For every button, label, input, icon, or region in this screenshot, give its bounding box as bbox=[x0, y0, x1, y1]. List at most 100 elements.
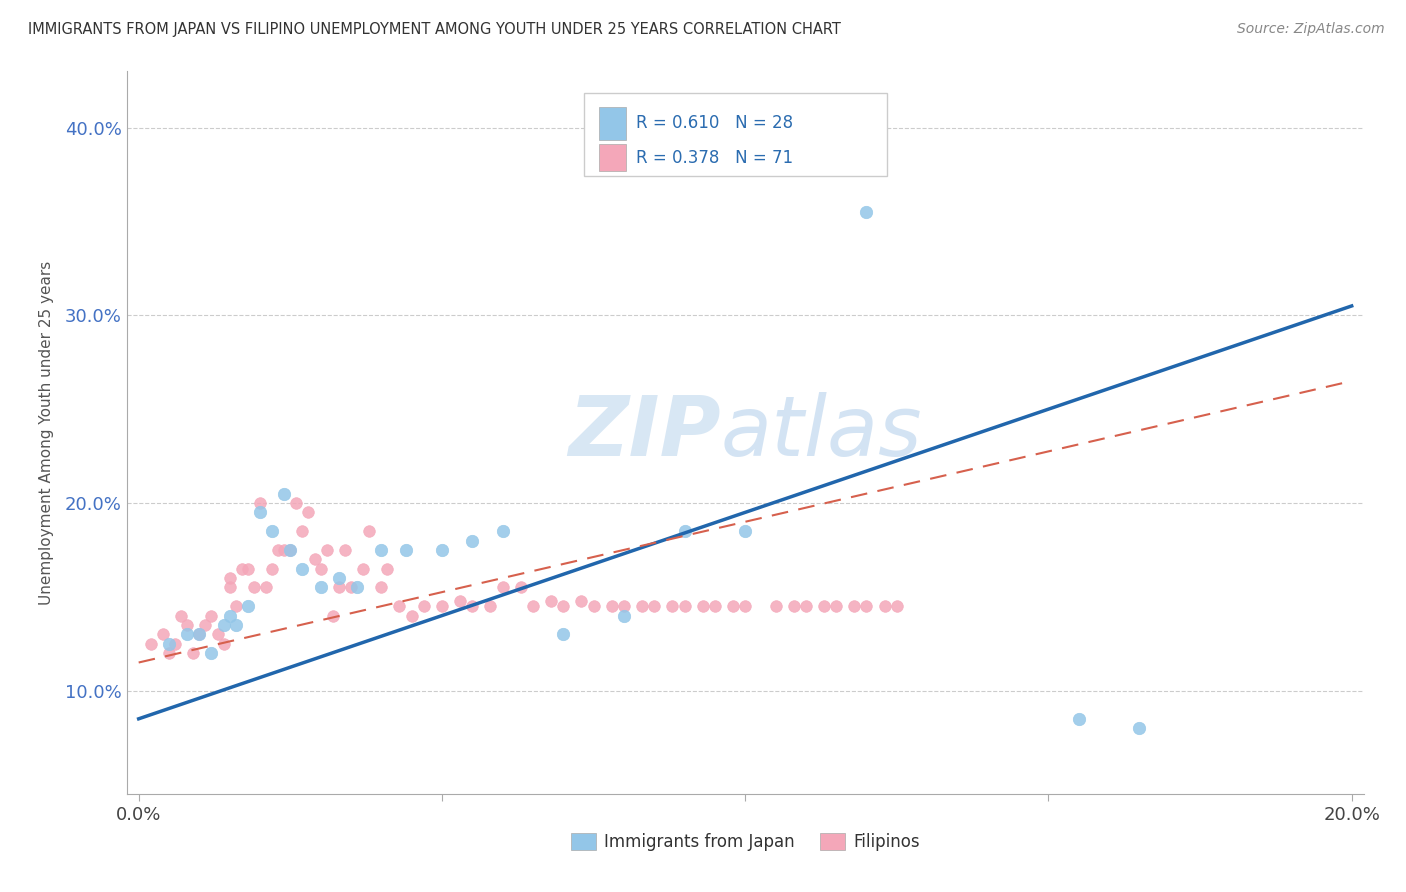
Point bbox=[643, 599, 665, 614]
Point bbox=[188, 627, 211, 641]
Point bbox=[886, 599, 908, 614]
Point bbox=[278, 542, 301, 557]
Point bbox=[333, 542, 356, 557]
Point bbox=[765, 599, 787, 614]
Point bbox=[236, 599, 259, 614]
Point bbox=[673, 599, 696, 614]
Point bbox=[273, 486, 295, 500]
Point bbox=[176, 627, 198, 641]
Point bbox=[200, 646, 222, 660]
Point bbox=[236, 562, 259, 576]
Point bbox=[734, 599, 756, 614]
Point bbox=[613, 608, 636, 623]
Point bbox=[291, 562, 314, 576]
Point bbox=[491, 581, 513, 595]
Point bbox=[844, 599, 866, 614]
Point bbox=[218, 571, 240, 585]
Point bbox=[783, 599, 806, 614]
Point bbox=[553, 627, 575, 641]
Point bbox=[522, 599, 544, 614]
Text: R = 0.378   N = 71: R = 0.378 N = 71 bbox=[637, 149, 793, 167]
Point bbox=[262, 562, 284, 576]
Point bbox=[734, 524, 756, 538]
Point bbox=[218, 608, 240, 623]
Point bbox=[170, 608, 193, 623]
Text: Source: ZipAtlas.com: Source: ZipAtlas.com bbox=[1237, 22, 1385, 37]
Point bbox=[359, 524, 381, 538]
Text: atlas: atlas bbox=[720, 392, 922, 473]
Point bbox=[139, 637, 162, 651]
Point bbox=[315, 542, 337, 557]
Point bbox=[540, 593, 562, 607]
Point bbox=[267, 542, 290, 557]
Point bbox=[430, 542, 453, 557]
Point bbox=[207, 627, 229, 641]
Point bbox=[461, 599, 484, 614]
Text: R = 0.610   N = 28: R = 0.610 N = 28 bbox=[637, 114, 793, 132]
Legend: Immigrants from Japan, Filipinos: Immigrants from Japan, Filipinos bbox=[564, 826, 927, 858]
Point bbox=[218, 581, 240, 595]
Point bbox=[412, 599, 434, 614]
Point bbox=[449, 593, 471, 607]
Point bbox=[309, 581, 332, 595]
Point bbox=[188, 627, 211, 641]
Point bbox=[278, 542, 301, 557]
FancyBboxPatch shape bbox=[599, 144, 627, 171]
Point bbox=[631, 599, 654, 614]
Point bbox=[1128, 721, 1150, 735]
Point bbox=[273, 542, 295, 557]
Point bbox=[328, 571, 350, 585]
Point bbox=[855, 205, 877, 219]
Point bbox=[873, 599, 896, 614]
Point bbox=[254, 581, 277, 595]
Point bbox=[401, 608, 423, 623]
Point bbox=[243, 581, 266, 595]
Point bbox=[157, 637, 180, 651]
Point bbox=[328, 581, 350, 595]
Point bbox=[370, 542, 392, 557]
Point bbox=[673, 524, 696, 538]
Point bbox=[794, 599, 817, 614]
Point bbox=[212, 618, 235, 632]
Text: ZIP: ZIP bbox=[568, 392, 720, 473]
Point bbox=[225, 599, 247, 614]
Y-axis label: Unemployment Among Youth under 25 years: Unemployment Among Youth under 25 years bbox=[39, 260, 53, 605]
Point bbox=[703, 599, 725, 614]
Point bbox=[176, 618, 198, 632]
Point bbox=[157, 646, 180, 660]
Point bbox=[181, 646, 204, 660]
Point bbox=[212, 637, 235, 651]
Point bbox=[375, 562, 398, 576]
Point bbox=[571, 593, 593, 607]
Point bbox=[613, 599, 636, 614]
Point bbox=[262, 524, 284, 538]
Point bbox=[461, 533, 484, 548]
Point bbox=[692, 599, 714, 614]
Point bbox=[291, 524, 314, 538]
Point bbox=[370, 581, 392, 595]
Point bbox=[346, 581, 368, 595]
Point bbox=[813, 599, 835, 614]
Point bbox=[430, 599, 453, 614]
Point bbox=[600, 599, 623, 614]
Point bbox=[225, 618, 247, 632]
Point bbox=[491, 524, 513, 538]
Point bbox=[1067, 712, 1090, 726]
Point bbox=[297, 505, 319, 519]
Point bbox=[582, 599, 605, 614]
Point bbox=[553, 599, 575, 614]
Point bbox=[394, 542, 416, 557]
FancyBboxPatch shape bbox=[585, 93, 887, 176]
Point bbox=[285, 496, 308, 510]
Point bbox=[249, 496, 271, 510]
Point bbox=[661, 599, 683, 614]
Point bbox=[200, 608, 222, 623]
Point bbox=[152, 627, 174, 641]
Point bbox=[388, 599, 411, 614]
Point bbox=[322, 608, 344, 623]
Point bbox=[825, 599, 848, 614]
Point bbox=[340, 581, 363, 595]
Point bbox=[352, 562, 374, 576]
Point bbox=[231, 562, 253, 576]
Point bbox=[479, 599, 502, 614]
